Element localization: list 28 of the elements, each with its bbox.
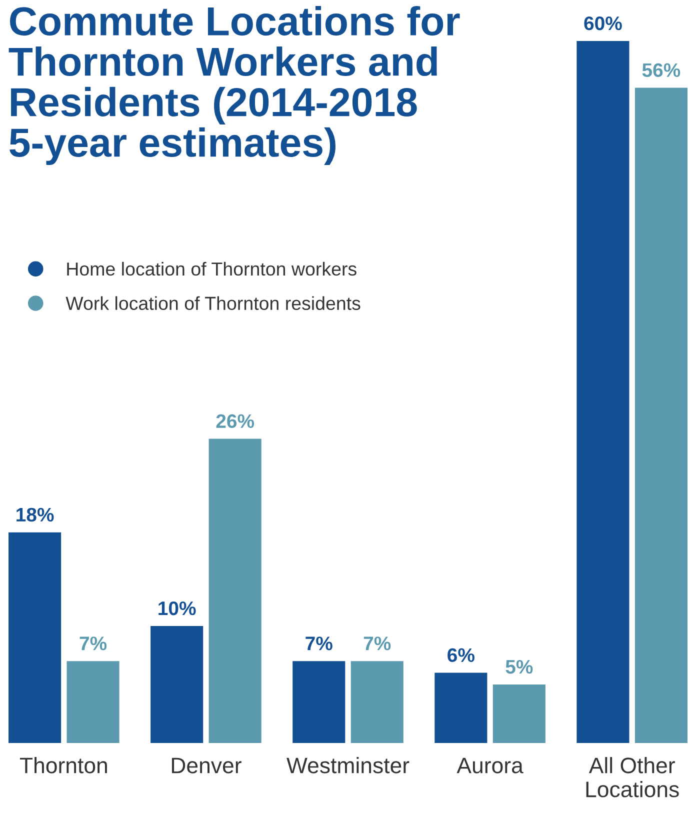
bar (634, 88, 688, 743)
data-label: 18% (16, 508, 54, 522)
legend-label: Work location of Thornton residents (66, 296, 360, 310)
x-tick-label: Denver (172, 758, 242, 774)
bar (150, 626, 204, 743)
bar (492, 684, 546, 743)
x-tick-label: All Other Locations (586, 757, 679, 798)
data-label: 26% (216, 414, 254, 428)
bar (350, 661, 404, 743)
data-label: 7% (80, 636, 107, 650)
data-label: 10% (158, 601, 196, 616)
bar (292, 661, 346, 743)
bar (434, 672, 488, 743)
x-tick-label: Thornton (20, 757, 107, 774)
legend-label: Home location of Thornton workers (67, 262, 356, 276)
data-label: 5% (506, 660, 533, 674)
bar (66, 661, 120, 743)
data-label: 7% (306, 636, 332, 650)
bar (208, 438, 262, 743)
x-tick-label: Aurora (456, 758, 524, 774)
data-label: 56% (642, 63, 680, 78)
bar (576, 41, 630, 743)
bar (8, 532, 62, 743)
data-label: 7% (364, 636, 391, 650)
x-tick-label: Westminster (286, 757, 410, 774)
text: Commute Locations for Thornton Workers and Residents (2014-2018 5-year estimates) (8, 6, 460, 165)
data-label: 60% (584, 16, 622, 30)
data-label: 6% (448, 648, 474, 662)
